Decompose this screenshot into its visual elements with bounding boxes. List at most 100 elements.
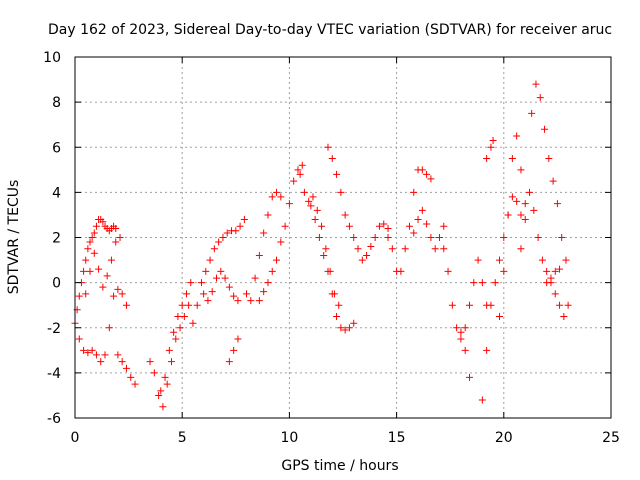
series-track-y: [543, 267, 572, 320]
data-point: [496, 256, 504, 264]
data-point: [88, 346, 96, 354]
data-point: [333, 170, 341, 178]
data-point: [107, 256, 115, 264]
data-point: [384, 234, 392, 241]
data-point: [564, 301, 572, 309]
data-point: [397, 267, 405, 275]
data-point: [549, 177, 557, 185]
data-point: [182, 290, 190, 298]
data-point: [251, 274, 259, 282]
data-point: [230, 292, 238, 300]
x-axis-label: GPS time / hours: [281, 458, 398, 474]
data-point: [562, 256, 570, 264]
axis-ticks: 0 5 10 15 20 25 -6 -4 -2 0 2 4 6 8 10: [43, 50, 620, 446]
data-point: [150, 369, 158, 377]
data-point: [167, 358, 175, 366]
data-point: [118, 358, 126, 366]
data-point: [401, 245, 409, 253]
data-point: [193, 301, 201, 309]
data-point: [335, 301, 343, 309]
data-point: [345, 222, 353, 230]
data-point: [556, 265, 564, 273]
data-point: [204, 297, 212, 305]
data-point: [558, 234, 566, 241]
data-point: [478, 396, 486, 404]
data-point: [294, 166, 302, 174]
data-point: [440, 245, 448, 253]
data-point: [277, 238, 285, 246]
data-point: [92, 351, 100, 359]
data-point: [101, 351, 109, 359]
data-point: [320, 252, 328, 260]
data-point: [159, 403, 167, 411]
data-point: [75, 335, 83, 343]
data-point: [131, 380, 139, 388]
chart-title: Day 162 of 2023, Sidereal Day-to-day VTE…: [48, 22, 612, 38]
y-tick-label: 4: [52, 185, 61, 201]
data-point: [240, 215, 248, 223]
data-point: [122, 301, 130, 309]
data-point: [273, 256, 281, 264]
data-point: [197, 279, 205, 287]
data-point: [232, 227, 240, 235]
data-point: [410, 188, 418, 196]
data-point: [268, 267, 276, 275]
data-point: [453, 324, 461, 332]
data-point: [341, 211, 349, 219]
data-point: [84, 245, 92, 253]
series-track-w: [517, 188, 564, 287]
data-point: [513, 132, 521, 140]
data-point: [112, 224, 120, 232]
data-point: [553, 200, 561, 208]
data-point: [423, 220, 431, 228]
data-point: [337, 324, 345, 332]
y-tick-label: -4: [47, 366, 61, 382]
data-point: [290, 177, 298, 185]
data-point: [371, 234, 379, 241]
x-tick-label: 15: [388, 430, 406, 446]
data-point: [112, 238, 120, 246]
data-point: [90, 249, 98, 257]
data-point: [92, 222, 100, 230]
data-point: [534, 234, 542, 241]
data-point: [90, 229, 98, 237]
data-point: [202, 267, 210, 275]
y-tick-label: 6: [52, 140, 61, 156]
data-point: [307, 202, 315, 210]
data-point: [84, 349, 92, 357]
x-tick-label: 5: [178, 430, 187, 446]
data-point: [427, 175, 435, 183]
data-point: [384, 224, 392, 232]
data-point: [543, 267, 551, 275]
data-point: [489, 136, 497, 144]
data-point: [536, 94, 544, 102]
data-point: [345, 324, 353, 332]
data-point: [99, 218, 107, 226]
data-point: [478, 279, 486, 287]
series-track-x: [528, 80, 570, 264]
series-track-f: [157, 279, 195, 395]
data-point: [500, 234, 508, 241]
data-point: [255, 252, 263, 260]
y-tick-label: 2: [52, 231, 61, 247]
data-point: [264, 211, 272, 219]
data-point: [318, 222, 326, 230]
data-point: [236, 222, 244, 230]
y-tick-label: -2: [47, 321, 61, 337]
data-point: [86, 238, 94, 246]
data-point: [219, 234, 227, 241]
data-point: [337, 188, 345, 196]
data-point: [300, 188, 308, 196]
series-track-k: [255, 161, 306, 305]
y-tick-label: 0: [52, 276, 61, 292]
data-point: [328, 155, 336, 163]
series-track-i: [225, 335, 242, 366]
data-point: [461, 346, 469, 354]
data-point: [260, 288, 268, 296]
data-point: [122, 364, 130, 372]
data-point: [341, 326, 349, 334]
data-point: [418, 206, 426, 214]
data-point: [178, 301, 186, 309]
data-point: [354, 245, 362, 253]
data-point: [75, 292, 83, 300]
